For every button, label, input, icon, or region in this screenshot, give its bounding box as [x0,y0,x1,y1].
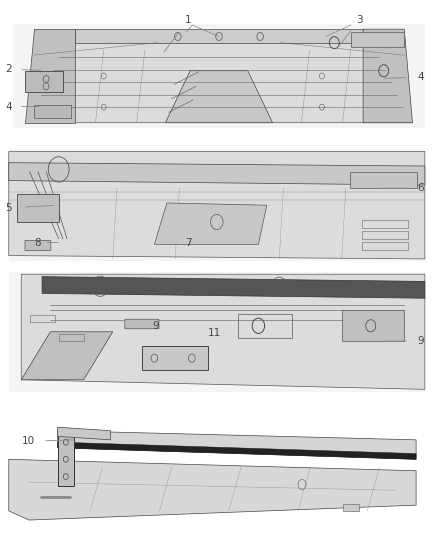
Polygon shape [75,29,363,43]
Text: 11: 11 [208,328,221,338]
Bar [237,314,292,338]
Polygon shape [9,408,416,522]
Polygon shape [58,431,74,486]
Polygon shape [9,149,425,261]
Text: 4: 4 [417,72,424,82]
Polygon shape [21,332,113,379]
Text: 2: 2 [5,64,12,74]
Text: 1: 1 [185,15,192,25]
Bar [59,334,84,342]
Bar [25,71,63,92]
Bar [142,346,208,370]
Polygon shape [9,151,425,259]
Bar [350,172,417,189]
Bar [34,105,71,118]
Text: 8: 8 [34,238,41,247]
Polygon shape [42,277,425,298]
Bar [342,310,404,342]
Polygon shape [21,274,425,389]
Polygon shape [9,272,425,392]
Polygon shape [13,24,425,128]
Text: 3: 3 [356,15,363,25]
Bar [30,315,54,322]
Bar [362,220,408,228]
Polygon shape [9,163,425,185]
Bar [362,231,408,239]
Text: 5: 5 [5,203,12,213]
FancyBboxPatch shape [25,240,51,251]
Polygon shape [363,29,413,123]
Polygon shape [9,459,416,520]
Bar [343,504,359,511]
Bar [17,194,59,222]
Polygon shape [25,29,75,123]
Polygon shape [58,431,416,459]
Text: 6: 6 [417,183,424,193]
FancyBboxPatch shape [125,319,159,329]
Text: 10: 10 [22,437,35,446]
Polygon shape [166,71,272,123]
Polygon shape [58,442,416,459]
Polygon shape [58,427,110,440]
Bar [351,33,404,47]
Text: 9: 9 [417,336,424,346]
Bar [362,242,408,250]
Polygon shape [25,39,413,123]
Polygon shape [154,203,267,244]
Text: 7: 7 [185,238,192,247]
Text: 4: 4 [5,102,12,111]
Text: 9: 9 [152,321,159,331]
